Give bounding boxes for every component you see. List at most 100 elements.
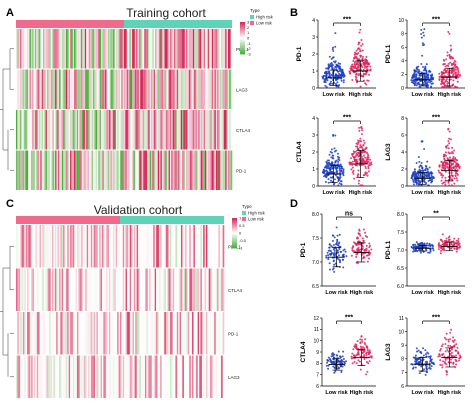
data-point	[335, 166, 338, 169]
color-scale-step	[232, 234, 237, 236]
data-point	[338, 233, 341, 236]
data-point	[424, 361, 427, 364]
heatmap-cell	[63, 225, 65, 268]
data-point	[413, 84, 416, 87]
heatmap-cell	[133, 110, 136, 150]
data-point	[452, 156, 455, 159]
heatmap-cell	[143, 268, 146, 311]
data-point	[423, 181, 426, 184]
data-point	[430, 174, 433, 177]
heatmap-cell	[167, 150, 169, 190]
heatmap-cell	[40, 268, 43, 311]
heatmap-cell	[185, 268, 187, 311]
heatmap-cell	[54, 355, 57, 398]
heatmap-cell	[49, 69, 52, 109]
heatmap-cell	[164, 312, 167, 355]
y-tick-label: 8.0	[312, 212, 319, 218]
data-point	[449, 331, 452, 334]
y-tick-label: 6.5	[397, 266, 404, 272]
heatmap-cell	[83, 110, 86, 150]
heatmap-cell	[82, 29, 84, 69]
data-point	[419, 169, 422, 172]
heatmap-cell	[17, 355, 20, 398]
data-point	[366, 65, 369, 68]
heatmap-cell	[59, 69, 61, 109]
heatmap-cell	[168, 69, 171, 109]
data-point	[450, 361, 453, 364]
heatmap-cell	[142, 110, 145, 150]
y-tick-label: 8	[401, 31, 404, 37]
heatmap-cell	[70, 355, 72, 398]
data-point	[355, 49, 358, 52]
heatmap-cell	[126, 110, 129, 150]
data-point	[367, 79, 370, 82]
heatmap-cell	[168, 268, 171, 311]
heatmap-cell	[77, 312, 79, 355]
data-point	[431, 247, 434, 250]
heatmap-cell	[209, 29, 211, 69]
panel-letter-b: B	[290, 7, 298, 19]
data-point	[349, 72, 352, 75]
heatmap-cell	[157, 29, 160, 69]
heatmap-cell	[175, 150, 177, 190]
heatmap-cell	[34, 268, 36, 311]
data-point	[422, 34, 425, 37]
data-point	[444, 164, 447, 167]
heatmap-cell	[71, 268, 74, 311]
heatmap-cell	[210, 150, 213, 190]
heatmap-cell	[114, 69, 117, 109]
panel-title-a: Training cohort	[126, 6, 206, 20]
heatmap-cell	[99, 268, 101, 311]
heatmap-cell	[153, 110, 156, 150]
heatmap-cell	[207, 312, 210, 355]
heatmap-cell	[188, 110, 191, 150]
data-point	[438, 244, 441, 247]
heatmap-cell	[72, 268, 75, 311]
heatmap-cell	[50, 268, 53, 311]
heatmap-cell	[164, 69, 167, 109]
heatmap-cell	[151, 268, 154, 311]
data-point	[443, 85, 446, 88]
heatmap-cell	[38, 69, 41, 109]
heatmap-cell	[121, 225, 124, 268]
heatmap-cell	[225, 150, 227, 190]
data-point	[444, 162, 447, 165]
data-point	[418, 83, 421, 86]
data-point	[324, 180, 327, 183]
heatmap-cell	[145, 150, 148, 190]
heatmap-cell	[71, 69, 73, 109]
data-point	[423, 147, 426, 150]
heatmap-cell	[169, 312, 172, 355]
y-tick-label: 2	[312, 150, 315, 156]
heatmap-cell	[53, 312, 56, 355]
heatmap-cell	[192, 69, 195, 109]
data-point	[366, 152, 369, 155]
heatmap-cell	[92, 69, 95, 109]
data-point	[336, 367, 339, 370]
heatmap-cell	[118, 268, 121, 311]
heatmap-cell	[97, 69, 99, 109]
x-tick-label: High risk	[438, 190, 462, 196]
data-point	[417, 349, 420, 352]
heatmap-cell	[218, 225, 221, 268]
heatmap-cell	[21, 225, 24, 268]
heatmap-cell	[59, 150, 61, 190]
heatmap-cell	[204, 312, 207, 355]
heatmap-cell	[17, 268, 20, 311]
data-point	[450, 172, 453, 175]
heatmap-cell	[107, 225, 110, 268]
data-point	[333, 356, 336, 359]
heatmap-cell	[218, 312, 221, 355]
data-point	[361, 66, 364, 69]
heatmap-cell	[68, 29, 71, 69]
data-point	[364, 165, 367, 168]
heatmap-cell	[42, 312, 45, 355]
data-point	[356, 53, 359, 56]
heatmap-cell	[147, 268, 150, 311]
group-bar-low-risk	[16, 216, 120, 224]
heatmap-cell	[146, 268, 149, 311]
heatmap-cell	[22, 355, 25, 398]
data-point	[356, 174, 359, 177]
data-point	[427, 77, 430, 80]
